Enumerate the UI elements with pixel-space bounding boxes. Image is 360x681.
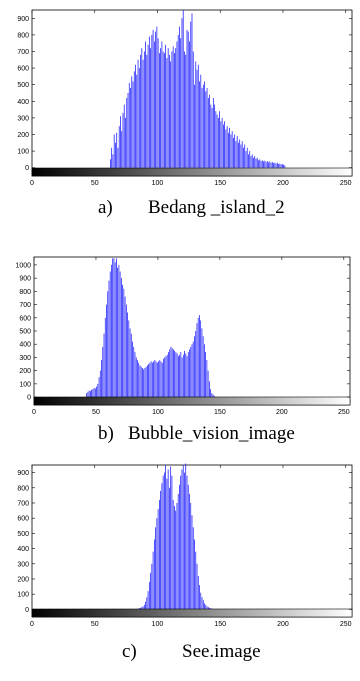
y-tick-label: 500 — [17, 82, 29, 89]
y-tick-label: 800 — [17, 485, 29, 492]
y-tick-label: 100 — [17, 592, 29, 599]
y-tick-label: 500 — [17, 531, 29, 538]
histogram-panel-b: 0 100 200 300 400 500 600 700 800 900 1000 0 50 100 15… — [0, 227, 360, 455]
caption-label-c: See.image — [182, 641, 261, 662]
y-tick-label: 0 — [25, 607, 29, 614]
x-tick-label: 50 — [91, 180, 99, 187]
y-tick-label: 900 — [17, 16, 29, 23]
histogram-plot-a: 0 100 200 300 400 500 600 700 800 900 0 50 100 150 200… — [0, 0, 360, 190]
x-tick-label: 250 — [338, 409, 350, 416]
y-tick-label: 300 — [17, 115, 29, 122]
y-tick-label: 900 — [19, 276, 31, 283]
y-tick-label: 600 — [17, 516, 29, 523]
histogram-svg-b: 0 100 200 300 400 500 600 700 800 900 1000 0 50 100 15… — [15, 256, 351, 416]
y-tick-label: 400 — [19, 342, 31, 349]
x-tick-label: 250 — [340, 180, 352, 187]
x-tick-label: 150 — [214, 409, 226, 416]
caption-letter-c: c) — [122, 641, 137, 662]
y-tick-label: 300 — [19, 355, 31, 362]
x-tick-label: 50 — [91, 621, 99, 628]
y-tick-label: 1000 — [15, 262, 31, 269]
y-tick-label: 200 — [19, 368, 31, 375]
y-tick-label: 700 — [19, 302, 31, 309]
y-tick-label: 400 — [17, 99, 29, 106]
x-tick-label: 100 — [152, 180, 164, 187]
y-tick-label: 700 — [17, 49, 29, 56]
x-tick-label: 150 — [214, 180, 226, 187]
caption-label-a: Bedang _island_2 — [148, 197, 285, 218]
x-tick-label: 250 — [340, 621, 352, 628]
x-tick-label: 50 — [92, 409, 100, 416]
x-tick-label: 0 — [32, 409, 36, 416]
histogram-panel-a: 0 100 200 300 400 500 600 700 800 900 0 50 100 150 200… — [0, 0, 360, 227]
y-tick-label: 100 — [17, 149, 29, 156]
y-tick-label: 200 — [17, 132, 29, 139]
histogram-panel-c: 0 100 200 300 400 500 600 700 800 900 0 50 100 150 200… — [0, 455, 360, 681]
y-tick-label: 0 — [25, 165, 29, 172]
histogram-svg-a: 0 100 200 300 400 500 600 700 800 900 0 50 100 150 200… — [17, 9, 353, 187]
x-tick-label: 150 — [214, 621, 226, 628]
x-tick-label: 100 — [152, 409, 164, 416]
x-tick-label: 200 — [276, 409, 288, 416]
histogram-plot-c: 0 100 200 300 400 500 600 700 800 900 0 50 100 150 200… — [0, 455, 360, 635]
y-tick-label: 600 — [19, 315, 31, 322]
y-tick-label: 500 — [19, 329, 31, 336]
y-tick-label: 900 — [17, 470, 29, 477]
y-tick-label: 800 — [17, 32, 29, 39]
caption-label-b: Bubble_vision_image — [128, 423, 295, 444]
y-tick-label: 300 — [17, 561, 29, 568]
y-tick-label: 100 — [19, 381, 31, 388]
histogram-plot-b: 0 100 200 300 400 500 600 700 800 900 1000 0 50 100 15… — [0, 227, 360, 422]
caption-letter-a: a) — [98, 197, 113, 218]
x-tick-label: 200 — [277, 621, 289, 628]
y-tick-label: 700 — [17, 501, 29, 508]
histogram-svg-c: 0 100 200 300 400 500 600 700 800 900 0 50 100 150 200… — [17, 463, 353, 628]
x-tick-label: 0 — [30, 180, 34, 187]
y-tick-label: 400 — [17, 546, 29, 553]
y-tick-label: 600 — [17, 66, 29, 73]
y-tick-label: 0 — [27, 395, 31, 402]
y-tick-label: 200 — [17, 577, 29, 584]
grayscale-colorbar — [31, 608, 353, 618]
y-tick-label: 800 — [19, 289, 31, 296]
x-tick-label: 0 — [30, 621, 34, 628]
x-tick-label: 100 — [152, 621, 164, 628]
x-tick-label: 200 — [277, 180, 289, 187]
caption-letter-b: b) — [98, 423, 114, 444]
grayscale-colorbar — [31, 167, 353, 177]
grayscale-colorbar — [33, 396, 351, 406]
